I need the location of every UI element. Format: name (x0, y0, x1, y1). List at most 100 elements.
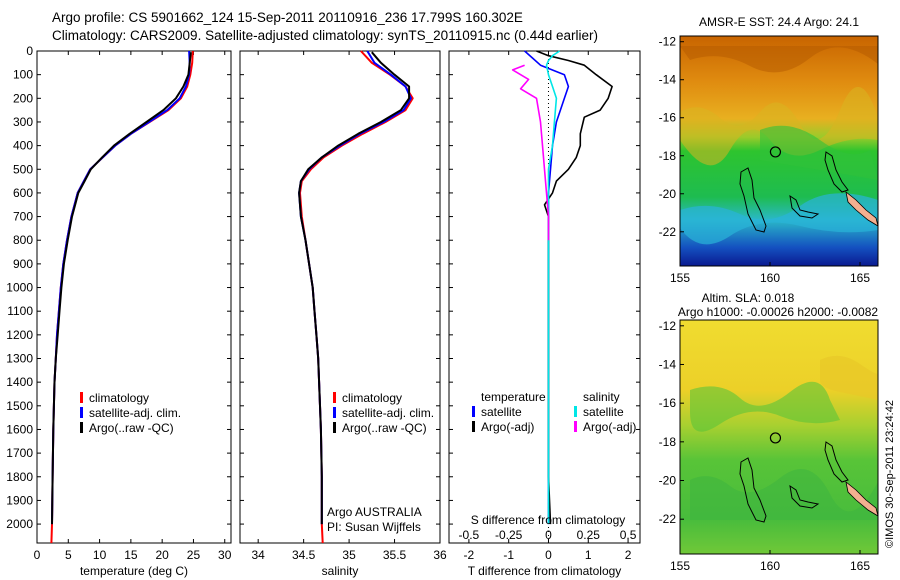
panel-frame (36, 50, 232, 544)
map-y-tick-label: -14 (659, 357, 677, 371)
y-tick-label: 1000 (6, 281, 33, 295)
legend-swatch-temp-satellite (472, 406, 475, 417)
map-y-tick-label: -22 (659, 512, 677, 526)
y-tick-label: 0 (26, 44, 33, 58)
legend-label: climatology (342, 391, 402, 405)
y-tick-label: 700 (13, 210, 33, 224)
y-tick-label: 500 (13, 162, 33, 176)
panel-frame (239, 50, 441, 544)
temperature-panel: 0 5 10 15 20 25 300100200300400500600700800900… (6, 44, 231, 578)
panel-frame (448, 50, 641, 544)
y-tick-label: 200 (13, 91, 33, 105)
y-tick-label: 300 (13, 115, 33, 129)
legend-swatch (333, 407, 336, 418)
map-y-tick-label: -16 (659, 111, 677, 125)
y-tick-label: 1700 (6, 446, 33, 460)
y-tick-label: 600 (13, 186, 33, 200)
map-x-tick-label: 165 (850, 559, 870, 573)
sst-map-title: AMSR-E SST: 24.4 Argo: 24.1 (699, 15, 859, 29)
x-tick-label: 34 (252, 548, 266, 562)
x-tick-label: 2 (625, 548, 632, 562)
map-x-tick-label: 160 (760, 559, 780, 573)
series-line-3 (298, 51, 411, 525)
map-x-tick-label: 160 (760, 271, 780, 285)
legend-label: Argo(..raw -QC) (89, 421, 174, 435)
legend-label: Argo(..raw -QC) (342, 421, 427, 435)
x-tick-label: 20 (155, 548, 169, 562)
map-y-tick-label: -12 (659, 319, 677, 333)
attribution-line-2: PI: Susan Wijffels (327, 520, 421, 534)
x-axis-label: T difference from climatology (468, 564, 622, 578)
x-tick-label: 25 (187, 548, 201, 562)
x-tick-label: 5 (65, 548, 72, 562)
x-tick-label: 0 (34, 548, 41, 562)
x-axis-label: salinity (322, 564, 359, 578)
legend-label-temp-argo: Argo(-adj) (481, 420, 534, 434)
y-tick-label: 2000 (6, 517, 33, 531)
map-y-tick-label: -16 (659, 396, 677, 410)
legend-swatch (80, 422, 83, 433)
map-y-tick-label: -12 (659, 35, 677, 49)
map-x-tick-label: 155 (670, 271, 690, 285)
sst-map-axes: 155 160 165 -12 -14 -16 -18 -20 -22 (659, 35, 871, 285)
y-tick-label: 1500 (6, 399, 33, 413)
y-tick-label: 1100 (7, 304, 33, 318)
sla-map-image (680, 320, 878, 554)
y-tick-label: 1200 (6, 328, 33, 342)
map-y-tick-label: -18 (659, 149, 677, 163)
legend-label: satellite-adj. clim. (89, 406, 181, 420)
sla-map-axes: 155 160 165 -12 -14 -16 -18 -20 -22 (659, 319, 871, 573)
diff-legend-temperature-header: temperature (481, 390, 546, 404)
x-tick-label: 0 (545, 548, 552, 562)
map-y-tick-label: -22 (659, 225, 677, 239)
series-line-2 (51, 50, 191, 525)
attribution-line-1: Argo AUSTRALIA (327, 505, 422, 519)
y-tick-label: 1600 (6, 422, 33, 436)
series-line-2 (298, 50, 412, 525)
series-line-1 (299, 50, 414, 544)
x-axis-label: temperature (deg C) (80, 564, 188, 578)
difference-panel: -2 -1 0 1 2T difference from climatology -0.5… (448, 50, 641, 578)
legend-swatch (333, 422, 336, 433)
series-line-3 (545, 50, 561, 525)
s-tick-label: -0.25 (495, 528, 523, 542)
map-y-tick-label: -18 (659, 435, 677, 449)
legend-swatch-sal-satellite (574, 406, 577, 417)
series-line-3 (51, 52, 192, 525)
sst-map-image (680, 36, 878, 266)
s-tick-label: 0.25 (577, 528, 601, 542)
sst-map-frame (679, 35, 879, 267)
legend-label: satellite-adj. clim. (342, 406, 434, 420)
sla-float-marker (769, 432, 782, 444)
series-line-4 (511, 64, 550, 241)
sla-map-frame (679, 319, 879, 555)
x-tick-label: 34.5 (292, 548, 316, 562)
legend-swatch (80, 392, 83, 403)
sst-float-marker (769, 146, 782, 158)
diff-legend-salinity-header: salinity (583, 390, 620, 404)
y-tick-label: 400 (13, 139, 33, 153)
x-tick-label: 30 (218, 548, 232, 562)
y-tick-label: 1300 (6, 352, 33, 366)
legend-label-temp-satellite: satellite (481, 405, 522, 419)
legend-label: climatology (89, 391, 149, 405)
map-y-tick-label: -14 (659, 73, 677, 87)
x-tick-label: 10 (93, 548, 107, 562)
salinity-panel: 34 34.5 35 35.5 36 salinity climatologysatelli… (239, 50, 447, 578)
legend-label-sal-satellite: satellite (583, 405, 624, 419)
x-tick-label: -1 (503, 548, 514, 562)
sla-map-subtitle: Argo h1000: -0.00026 h2000: -0.0082 (678, 305, 878, 319)
legend-swatch (80, 407, 83, 418)
legend-label-sal-argo: Argo(-adj) (583, 420, 636, 434)
x-tick-label: 15 (124, 548, 138, 562)
y-tick-label: 900 (13, 257, 33, 271)
map-x-tick-label: 165 (850, 271, 870, 285)
title-line-2: Climatology: CARS2009. Satellite-adjuste… (52, 28, 599, 43)
series-line-1 (524, 50, 570, 525)
y-tick-label: 100 (13, 68, 33, 82)
legend-swatch (333, 392, 336, 403)
y-tick-label: 1900 (6, 493, 33, 507)
map-x-tick-label: 155 (670, 559, 690, 573)
map-y-tick-label: -20 (659, 474, 677, 488)
